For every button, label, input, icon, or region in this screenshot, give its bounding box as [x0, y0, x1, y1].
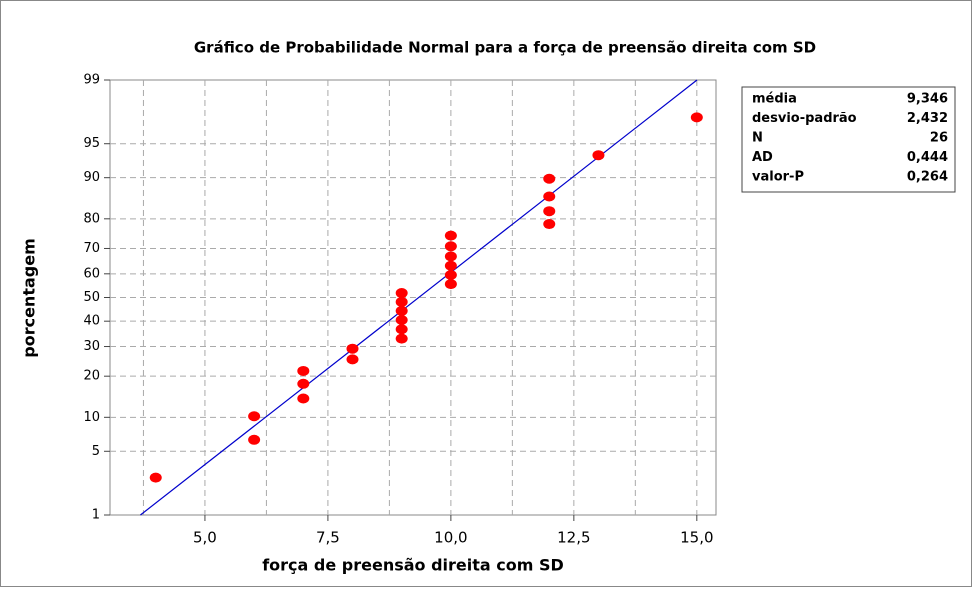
data-point — [444, 260, 457, 271]
data-point — [395, 305, 408, 316]
data-point — [444, 230, 457, 241]
x-axis-label: força de preensão direita com SD — [262, 556, 564, 575]
stat-label: valor-P — [752, 170, 804, 185]
x-tick-label: 10,0 — [434, 529, 467, 547]
y-tick-label: 99 — [83, 73, 100, 88]
y-tick-label: 80 — [83, 211, 100, 226]
data-point — [395, 296, 408, 307]
x-tick-label: 7,5 — [316, 529, 340, 547]
stat-label: N — [752, 131, 763, 146]
data-point — [444, 241, 457, 252]
data-point — [297, 378, 310, 389]
stat-value: 2,432 — [907, 111, 948, 126]
y-tick-label: 10 — [83, 410, 100, 425]
data-point — [395, 324, 408, 335]
y-tick-label: 1 — [92, 508, 100, 523]
stat-label: média — [752, 92, 797, 107]
stats-box — [741, 86, 956, 193]
data-point — [543, 173, 556, 184]
data-point — [346, 343, 359, 354]
y-tick-label: 90 — [83, 170, 100, 185]
x-tick-label: 15,0 — [680, 529, 713, 547]
stat-label: desvio-padrão — [752, 111, 857, 126]
y-tick-label: 60 — [83, 266, 100, 281]
x-tick-label: 5,0 — [193, 529, 217, 547]
y-tick-label: 40 — [83, 314, 100, 329]
y-tick-label: 95 — [83, 136, 100, 151]
data-point — [444, 270, 457, 281]
y-tick-label: 70 — [83, 241, 100, 256]
y-tick-label: 20 — [83, 369, 100, 384]
data-point — [248, 411, 261, 422]
data-point — [346, 354, 359, 365]
data-point — [543, 219, 556, 230]
data-point — [543, 206, 556, 217]
data-point — [149, 472, 162, 483]
x-tick-label: 12,5 — [557, 529, 590, 547]
stat-value: 9,346 — [907, 92, 948, 107]
y-axis-label: porcentagem — [20, 238, 39, 357]
data-point — [297, 393, 310, 404]
data-point — [444, 279, 457, 290]
chart-title: Gráfico de Probabilidade Normal para a f… — [194, 39, 816, 57]
y-tick-label: 5 — [92, 444, 100, 459]
stat-value: 0,264 — [907, 170, 948, 185]
data-point — [248, 434, 261, 445]
data-point — [592, 150, 605, 161]
stat-label: AD — [752, 150, 773, 165]
data-point — [297, 365, 310, 376]
data-point — [690, 112, 703, 123]
stat-value: 0,444 — [907, 150, 948, 165]
fit-line — [140, 79, 698, 516]
stat-value: 26 — [930, 131, 948, 146]
data-point — [543, 191, 556, 202]
data-point — [395, 314, 408, 325]
data-point — [444, 251, 457, 262]
y-tick-label: 30 — [83, 339, 100, 354]
y-tick-label: 50 — [83, 290, 100, 305]
data-point — [395, 333, 408, 344]
data-point — [395, 288, 408, 299]
